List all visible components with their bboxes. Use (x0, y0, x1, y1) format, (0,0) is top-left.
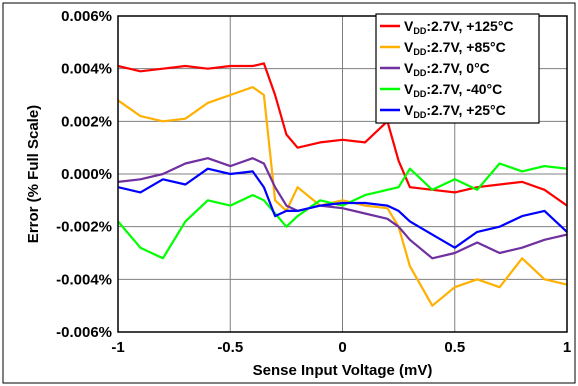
y-tick-label: 0.002% (61, 113, 112, 130)
x-tick-label: 1 (563, 339, 571, 356)
legend-entry-label: VDD:2.7V, +25°C (404, 102, 506, 120)
legend: VDD:2.7V, +125°C VDD:2.7V, +85°C VDD:2.7V,… (375, 13, 540, 124)
series-line-4 (117, 162, 568, 260)
legend-entry-label: VDD:2.7V, +125°C (404, 18, 514, 36)
x-tick-label: -0.5 (217, 339, 243, 356)
legend-entry-label: VDD:2.7V, +85°C (404, 39, 506, 57)
legend-box (375, 13, 540, 124)
plot-area-border (117, 15, 568, 333)
y-tick-label: -0.002% (56, 219, 112, 236)
x-tick-label: 0 (338, 339, 346, 356)
x-tick-label: 0.5 (444, 339, 465, 356)
x-axis-title: Sense Input Voltage (mV) (253, 362, 433, 379)
series-line-3 (117, 157, 568, 260)
legend-entry-label: VDD:2.7V, 0°C (404, 60, 490, 78)
tick-labels: -1 -0.5 0 0.5 1 -0.006% -0.004% -0.002% 0.000% 0.… (56, 8, 571, 356)
y-tick-label: -0.006% (56, 324, 112, 341)
series-line-5 (117, 167, 568, 249)
legend-entry-label: VDD:2.7V, -40°C (404, 81, 502, 99)
y-tick-label: 0.004% (61, 61, 112, 78)
y-tick-label: 0.006% (61, 8, 112, 25)
y-axis-title: Error (% Full Scale) (25, 105, 42, 243)
series-lines (117, 62, 568, 307)
y-tick-label: 0.000% (61, 166, 112, 183)
y-tick-label: -0.004% (56, 271, 112, 288)
x-tick-label: -1 (111, 339, 124, 356)
